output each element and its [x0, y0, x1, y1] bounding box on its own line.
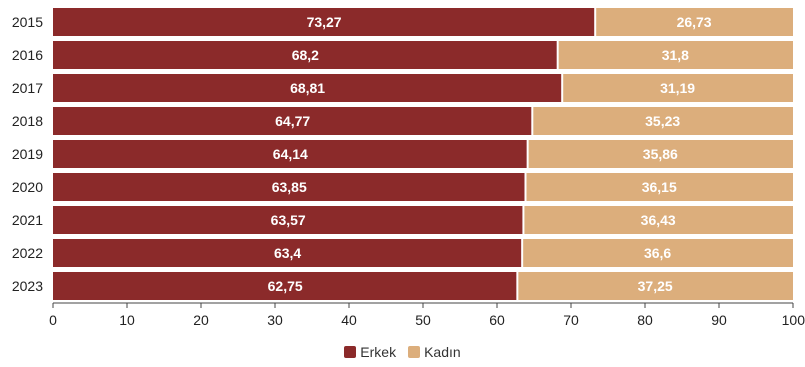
- y-tick-label: 2018: [12, 113, 43, 129]
- bar-value-label: 35,86: [643, 146, 678, 162]
- bar-erkek: [53, 8, 595, 36]
- bar-kadın: [558, 41, 793, 69]
- legend-item-erkek: Erkek: [344, 344, 396, 360]
- bar-erkek: [53, 272, 517, 300]
- bar-value-label: 36,15: [642, 179, 677, 195]
- bar-value-label: 62,75: [268, 278, 303, 294]
- y-tick-label: 2017: [12, 80, 43, 96]
- x-tick-label: 60: [489, 312, 505, 328]
- y-tick-label: 2015: [12, 14, 43, 30]
- y-tick-label: 2021: [12, 212, 43, 228]
- x-tick-label: 50: [415, 312, 431, 328]
- x-tick-label: 20: [193, 312, 209, 328]
- bar-erkek: [53, 74, 562, 102]
- bar-value-label: 68,2: [292, 47, 319, 63]
- x-tick-label: 100: [782, 312, 805, 328]
- bar-value-label: 37,25: [638, 278, 673, 294]
- bar-erkek: [53, 41, 557, 69]
- bar-kadın: [596, 8, 793, 36]
- x-tick-label: 30: [267, 312, 283, 328]
- stacked-bar-chart: 2015 73,27 26,73 2016 68,2 31,8 2017 68,81 31,19…: [12, 8, 805, 328]
- bar-value-label: 64,77: [275, 113, 310, 129]
- bar-value-label: 63,57: [271, 212, 306, 228]
- x-tick-label: 90: [711, 312, 727, 328]
- legend-swatch-erkek: [344, 346, 357, 358]
- bar-kadın: [524, 206, 793, 234]
- bar-erkek: [53, 173, 525, 201]
- legend-label-kadin: Kadın: [424, 344, 461, 360]
- y-tick-label: 2019: [12, 146, 43, 162]
- y-tick-label: 2022: [12, 245, 43, 261]
- y-tick-label: 2016: [12, 47, 43, 63]
- bar-value-label: 31,8: [662, 47, 689, 63]
- bar-kadın: [526, 173, 793, 201]
- bar-value-label: 26,73: [677, 14, 712, 30]
- bar-kadın: [533, 107, 793, 135]
- bar-value-label: 36,43: [641, 212, 676, 228]
- x-tick-label: 70: [563, 312, 579, 328]
- bar-value-label: 36,6: [644, 245, 671, 261]
- legend-swatch-kadin: [408, 346, 421, 358]
- bar-value-label: 73,27: [307, 14, 342, 30]
- bar-value-label: 68,81: [290, 80, 325, 96]
- legend-item-kadin: Kadın: [408, 344, 461, 360]
- y-tick-label: 2020: [12, 179, 43, 195]
- legend-label-erkek: Erkek: [360, 344, 397, 360]
- bar-value-label: 64,14: [273, 146, 308, 162]
- bar-kadın: [563, 74, 793, 102]
- bar-erkek: [53, 239, 522, 267]
- bar-kadın: [518, 272, 793, 300]
- bar-kadın: [523, 239, 793, 267]
- bar-erkek: [53, 206, 523, 234]
- bar-erkek: [53, 140, 527, 168]
- x-tick-label: 0: [49, 312, 57, 328]
- bar-kadın: [528, 140, 793, 168]
- bar-value-label: 63,85: [272, 179, 307, 195]
- x-tick-label: 10: [119, 312, 135, 328]
- bar-erkek: [53, 107, 532, 135]
- bar-value-label: 31,19: [660, 80, 695, 96]
- legend: Erkek Kadın: [0, 344, 805, 360]
- x-tick-label: 40: [341, 312, 357, 328]
- bar-value-label: 63,4: [274, 245, 301, 261]
- x-tick-label: 80: [637, 312, 653, 328]
- bar-value-label: 35,23: [645, 113, 680, 129]
- y-tick-label: 2023: [12, 278, 43, 294]
